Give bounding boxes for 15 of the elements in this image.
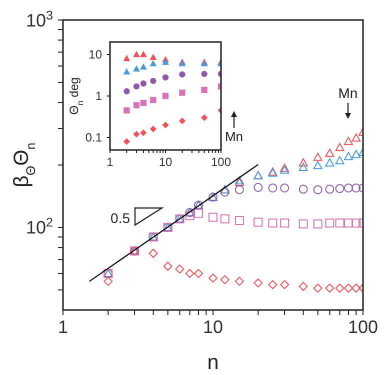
x-tick-label: 1 <box>106 154 114 169</box>
y-tick-label: 10$^{2}$ <box>26 216 53 238</box>
x-axis-title: n <box>207 351 219 374</box>
x-tick-label: 100 <box>210 154 232 169</box>
annotation: Mn <box>338 85 358 101</box>
x-tick-label: 1 <box>58 317 68 338</box>
y-tick-label: 10$^{3}$ <box>26 8 53 30</box>
x-tick-label: 10 <box>202 317 224 338</box>
y-tick-label: 10 <box>88 48 102 62</box>
x-tick-label: 100 <box>348 317 378 338</box>
annotation: Mn <box>224 129 244 144</box>
x-tick-label: 10 <box>158 154 172 169</box>
annotation: 0.5 <box>110 210 130 226</box>
y-tick-label: 1 <box>95 89 102 104</box>
y-tick-label: 0.1 <box>85 130 102 145</box>
